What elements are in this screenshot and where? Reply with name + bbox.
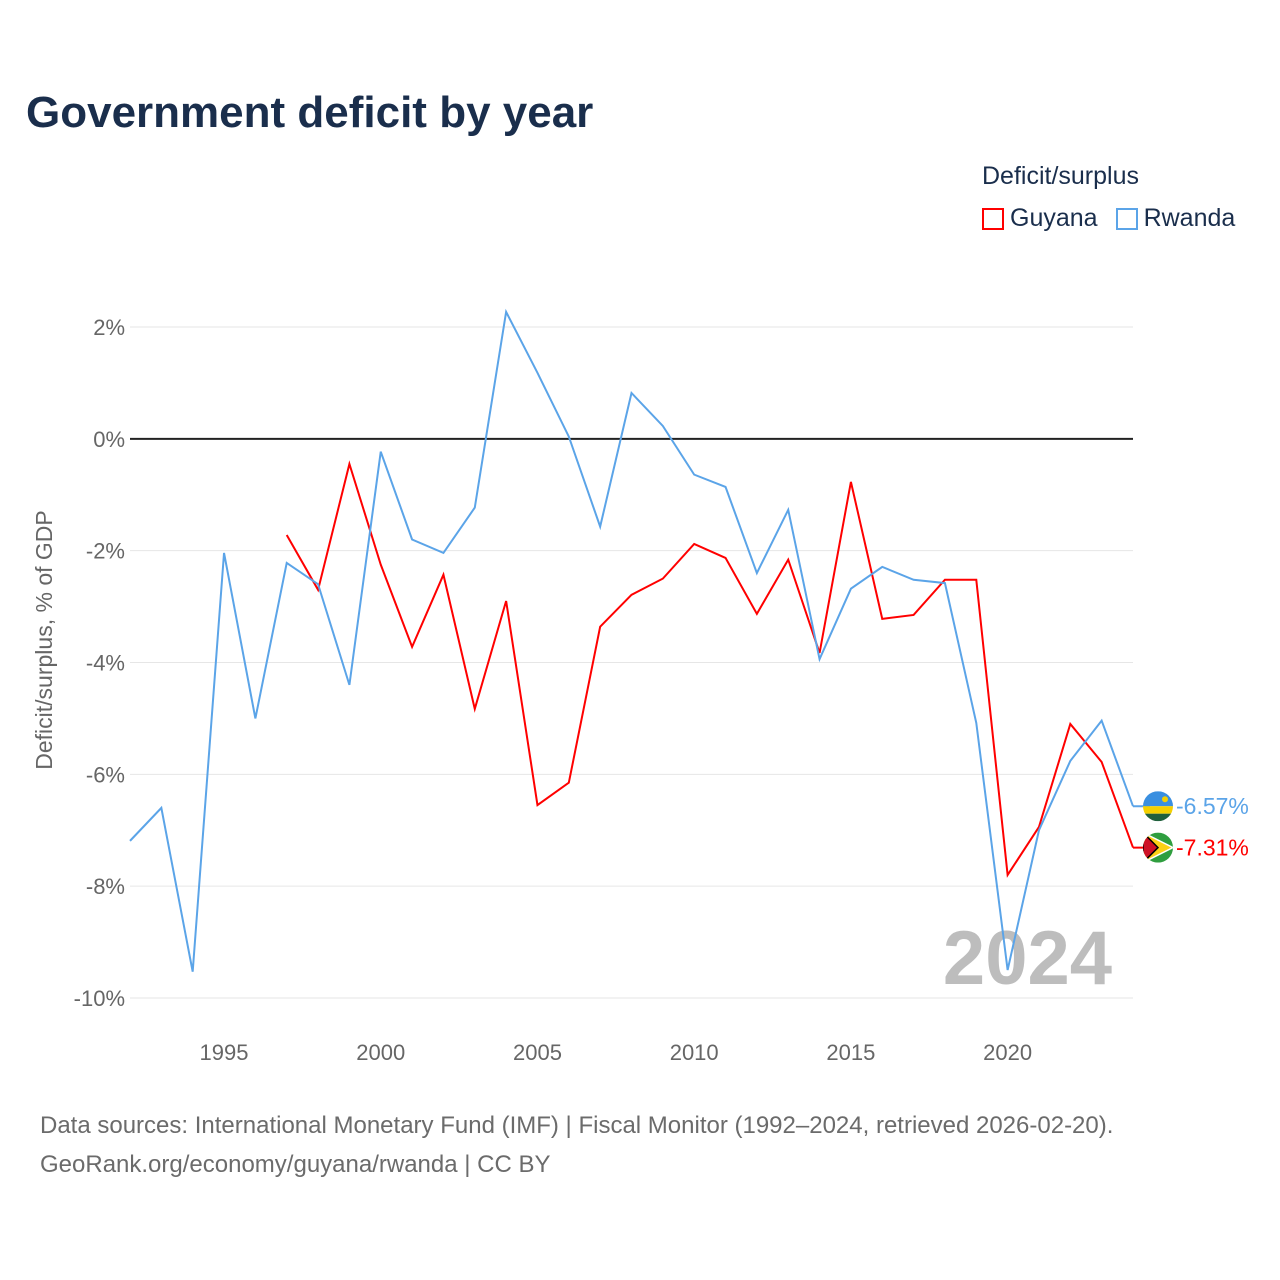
data-point-rwanda[interactable] — [629, 390, 635, 396]
data-point-rwanda[interactable] — [190, 969, 196, 975]
source-link[interactable]: GeoRank.org/economy/guyana/rwanda | CC B… — [40, 1151, 551, 1178]
data-point-guyana[interactable] — [534, 802, 540, 808]
source-note: Data sources: International Monetary Fun… — [40, 1106, 1113, 1184]
data-point-rwanda[interactable] — [1067, 758, 1073, 764]
end-label-rwanda: -6.57% — [1176, 793, 1249, 819]
data-point-guyana[interactable] — [629, 592, 635, 598]
data-point-rwanda[interactable] — [158, 805, 164, 811]
data-point-guyana[interactable] — [472, 706, 478, 712]
data-point-rwanda[interactable] — [566, 434, 572, 440]
legend-item-rwanda[interactable]: Rwanda — [1115, 204, 1236, 233]
data-point-rwanda[interactable] — [252, 715, 258, 721]
legend-swatch-rwanda — [1115, 207, 1138, 230]
data-point-guyana[interactable] — [566, 780, 572, 786]
data-point-rwanda[interactable] — [440, 550, 446, 556]
data-point-guyana[interactable] — [785, 557, 791, 563]
series-line-rwanda — [129, 308, 1134, 972]
data-point-rwanda[interactable] — [754, 570, 760, 576]
data-point-guyana[interactable] — [440, 572, 446, 578]
y-tick-label: -4% — [86, 651, 125, 676]
data-point-rwanda[interactable] — [660, 423, 666, 429]
data-point-rwanda[interactable] — [503, 309, 509, 315]
series-line-guyana — [285, 460, 1134, 878]
y-tick-label: -10% — [74, 986, 125, 1011]
data-point-rwanda[interactable] — [911, 577, 917, 583]
data-point-rwanda[interactable] — [378, 449, 384, 455]
data-point-guyana[interactable] — [973, 577, 979, 583]
data-point-guyana[interactable] — [378, 562, 384, 568]
y-tick-label: -2% — [86, 539, 125, 564]
data-point-guyana[interactable] — [503, 598, 509, 604]
data-point-rwanda[interactable] — [942, 580, 948, 586]
y-tick-label: 2% — [93, 315, 125, 340]
data-point-guyana[interactable] — [284, 532, 290, 538]
data-point-guyana[interactable] — [346, 461, 352, 467]
data-point-rwanda[interactable] — [1036, 827, 1042, 833]
data-point-rwanda[interactable] — [597, 524, 603, 530]
data-point-rwanda[interactable] — [785, 507, 791, 513]
legend-item-guyana[interactable]: Guyana — [982, 204, 1098, 233]
data-point-guyana[interactable] — [723, 555, 729, 561]
y-tick-label: 0% — [93, 427, 125, 452]
x-tick-label: 2015 — [826, 1040, 875, 1065]
data-point-rwanda[interactable] — [346, 682, 352, 688]
data-point-rwanda[interactable] — [409, 536, 415, 542]
data-point-guyana[interactable] — [691, 541, 697, 547]
data-point-rwanda[interactable] — [879, 564, 885, 570]
data-point-rwanda[interactable] — [691, 472, 697, 478]
legend-label-rwanda: Rwanda — [1143, 204, 1236, 232]
chart-title: Government deficit by year — [26, 88, 594, 137]
data-point-guyana[interactable] — [1067, 721, 1073, 727]
year-watermark: 2024 — [943, 916, 1112, 1001]
data-point-rwanda[interactable] — [1099, 718, 1105, 724]
legend-title: Deficit/surplus — [982, 162, 1139, 190]
legend-label-guyana: Guyana — [1010, 204, 1098, 232]
data-point-rwanda[interactable] — [973, 720, 979, 726]
end-label-guyana: -7.31% — [1176, 835, 1249, 861]
guyana-flag-icon — [1143, 832, 1173, 863]
data-point-guyana[interactable] — [911, 612, 917, 618]
x-tick-label: 2010 — [670, 1040, 719, 1065]
data-point-guyana[interactable] — [848, 479, 854, 485]
data-point-guyana[interactable] — [754, 611, 760, 617]
x-tick-label: 2000 — [356, 1040, 405, 1065]
data-point-rwanda[interactable] — [315, 581, 321, 587]
data-point-guyana[interactable] — [879, 616, 885, 622]
data-point-guyana[interactable] — [597, 624, 603, 630]
data-point-rwanda[interactable] — [472, 505, 478, 511]
data-point-guyana[interactable] — [1099, 759, 1105, 765]
y-axis-label: Deficit/surplus, % of GDP — [31, 510, 57, 769]
data-point-rwanda[interactable] — [284, 560, 290, 566]
y-tick-label: -8% — [86, 874, 125, 899]
data-point-guyana[interactable] — [1005, 872, 1011, 878]
data-point-guyana[interactable] — [660, 576, 666, 582]
legend-swatch-guyana — [982, 207, 1004, 230]
data-point-rwanda[interactable] — [534, 370, 540, 376]
data-point-guyana[interactable] — [409, 644, 415, 650]
data-point-rwanda[interactable] — [1005, 967, 1011, 973]
x-tick-label: 2020 — [983, 1040, 1032, 1065]
data-point-rwanda[interactable] — [723, 484, 729, 490]
source-line: Data sources: International Monetary Fun… — [40, 1112, 1114, 1139]
x-tick-label: 1995 — [200, 1040, 249, 1065]
y-tick-label: -6% — [86, 762, 125, 787]
data-point-rwanda[interactable] — [127, 838, 133, 844]
data-point-rwanda[interactable] — [817, 656, 823, 662]
x-tick-label: 2005 — [513, 1040, 562, 1065]
legend: Guyana Rwanda — [982, 204, 1235, 233]
rwanda-flag-icon — [1143, 791, 1173, 822]
data-point-rwanda[interactable] — [221, 550, 227, 556]
data-point-rwanda[interactable] — [848, 586, 854, 592]
